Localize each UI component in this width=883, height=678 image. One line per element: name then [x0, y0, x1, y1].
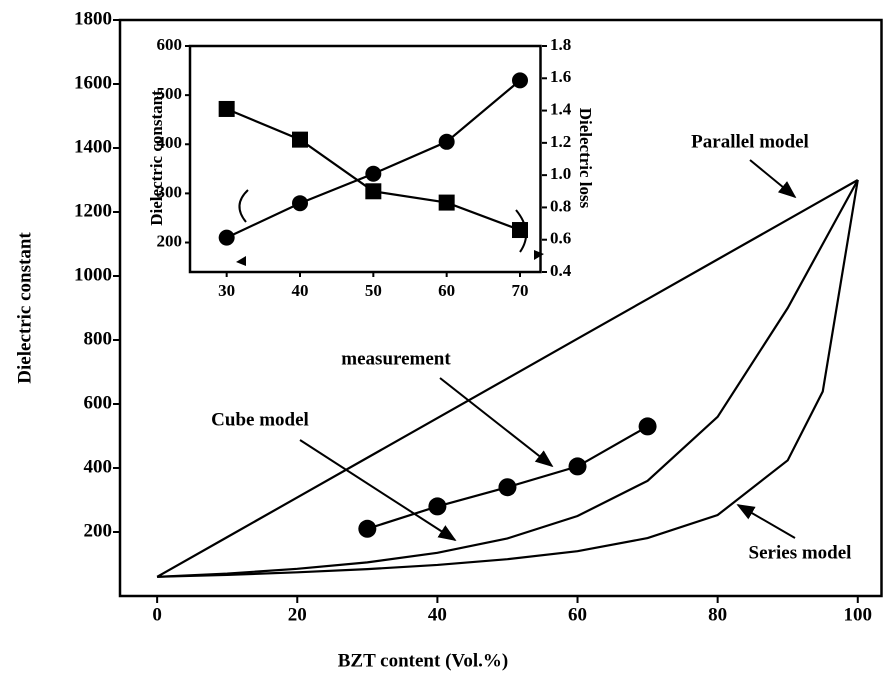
x-tick-label: 20 — [288, 604, 307, 625]
marker — [292, 131, 308, 148]
y-tick-label: 1000 — [74, 264, 112, 285]
y-axis-label: Dielectric constant — [14, 232, 35, 384]
y-tick-label: 200 — [84, 520, 113, 541]
x-tick-label: 50 — [365, 281, 382, 300]
y2-tick-label: 0.4 — [550, 261, 572, 280]
y-tick-label: 1200 — [74, 200, 112, 221]
y-tick-label: 1800 — [74, 8, 112, 29]
inset-y2-axis-label: Dielectric loss — [576, 108, 595, 209]
x-tick-label: 0 — [152, 604, 162, 625]
x-tick-label: 30 — [218, 281, 235, 300]
marker — [358, 519, 377, 538]
marker — [512, 72, 528, 89]
series-line — [157, 179, 859, 578]
series-line — [157, 179, 859, 578]
y2-tick-label: 1.4 — [550, 99, 572, 118]
y2-tick-label: 1.6 — [550, 67, 571, 86]
marker — [512, 222, 528, 239]
y-tick-label: 1600 — [74, 72, 112, 93]
x-tick-label: 60 — [568, 604, 587, 625]
y-tick-label: 400 — [84, 456, 113, 477]
y2-tick-label: 1.0 — [550, 164, 571, 183]
annotation: Series model — [749, 542, 852, 563]
series-line — [156, 179, 859, 578]
marker — [292, 195, 308, 212]
marker — [638, 417, 657, 436]
plot-frame — [118, 18, 883, 598]
y-tick-label: 800 — [84, 328, 113, 349]
y-tick-label: 400 — [157, 133, 183, 152]
marker — [218, 100, 235, 117]
annotation: measurement — [341, 348, 451, 369]
annotation-arrow — [736, 504, 796, 539]
marker — [365, 165, 382, 182]
y-tick-label: 200 — [157, 231, 183, 250]
marker — [438, 194, 455, 211]
series-line — [366, 425, 649, 530]
y2-tick-label: 0.6 — [550, 229, 571, 248]
y-tick-label: 600 — [84, 392, 113, 413]
y-tick-label: 600 — [157, 35, 183, 54]
marker — [365, 183, 382, 200]
axis-pointer — [238, 189, 249, 223]
x-tick-label: 70 — [512, 281, 529, 300]
x-tick-label: 100 — [844, 604, 873, 625]
y2-tick-label: 1.8 — [550, 35, 571, 54]
axis-pointer — [236, 256, 246, 266]
plot-frame — [188, 44, 542, 274]
annotation: Cube model — [211, 409, 309, 430]
x-axis-label: BZT content (Vol.%) — [338, 650, 509, 671]
y2-tick-label: 1.2 — [550, 132, 571, 151]
marker — [218, 229, 235, 246]
marker — [438, 133, 455, 150]
annotation-arrow — [299, 439, 457, 541]
x-tick-label: 40 — [292, 281, 309, 300]
y-tick-label: 300 — [157, 182, 183, 201]
axis-pointer — [534, 250, 544, 260]
x-tick-label: 60 — [438, 281, 455, 300]
marker — [428, 497, 447, 516]
y2-tick-label: 0.8 — [550, 196, 571, 215]
x-tick-label: 40 — [428, 604, 447, 625]
annotation-arrow — [749, 159, 797, 199]
annotation: Parallel model — [691, 131, 809, 152]
marker — [568, 457, 587, 476]
annotation-arrow — [439, 377, 554, 468]
marker — [498, 478, 517, 497]
y-tick-label: 1400 — [74, 136, 112, 157]
y-tick-label: 500 — [157, 84, 183, 103]
x-tick-label: 80 — [708, 604, 727, 625]
inset-y-axis-label: Dielectric constant — [147, 90, 166, 226]
